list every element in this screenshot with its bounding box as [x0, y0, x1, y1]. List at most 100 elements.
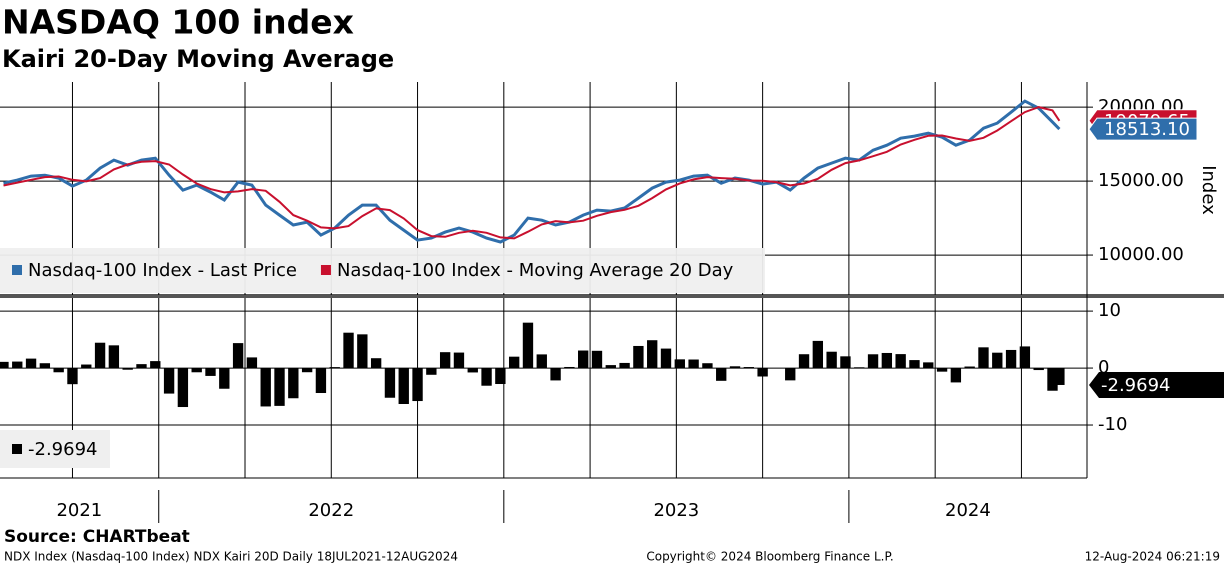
bar: [716, 368, 727, 381]
bar: [992, 352, 1003, 369]
line: [3, 99, 1061, 244]
x-tick-label: 2022: [308, 500, 354, 521]
bar: [301, 368, 313, 373]
bar: [826, 351, 837, 369]
panel: 10000.0015000.0020000.0019079.6518513.10…: [0, 82, 1198, 295]
legend-label: Nasdaq-100 Index - Moving Average 20 Day: [337, 260, 734, 281]
bar: [177, 368, 189, 408]
bar: [591, 350, 603, 369]
bar: [923, 362, 934, 369]
bar: [191, 368, 202, 373]
bar: [343, 332, 354, 369]
bar: [867, 354, 879, 369]
bar: [439, 352, 451, 369]
bar: [219, 368, 230, 389]
bar: [163, 368, 175, 394]
bar: [895, 354, 906, 369]
bar: [232, 343, 244, 369]
bar: [0, 361, 9, 369]
bar: [660, 348, 672, 369]
bar: [729, 366, 741, 369]
bar: [246, 357, 258, 369]
x-tick-label: 2021: [56, 500, 102, 521]
bar: [633, 345, 644, 369]
description: NDX Index (Nasdaq-100 Index) NDX Kairi 2…: [4, 550, 458, 564]
bar: [757, 368, 768, 377]
bar: [688, 359, 699, 369]
legend-label: Nasdaq-100 Index - Last Price: [28, 260, 297, 281]
bar: [467, 368, 478, 373]
bar: [812, 340, 824, 369]
panel: -10 0 10 -2.9694 -2.9694 2021 2022 2023 2024: [0, 298, 1224, 523]
bar: [1033, 368, 1044, 371]
bar: [564, 366, 575, 369]
bar: [702, 363, 713, 369]
y-tick-label: 15000.00: [1098, 170, 1184, 191]
bar: [357, 334, 368, 369]
bar: [1054, 368, 1065, 385]
bar: [398, 368, 409, 405]
bar: [426, 368, 437, 375]
bar: [315, 368, 327, 394]
bar: [384, 368, 396, 398]
bar: [1047, 368, 1058, 391]
last-value-label: -2.9694: [1101, 375, 1170, 396]
bar: [481, 368, 492, 386]
bar: [978, 347, 989, 369]
bar: [936, 368, 948, 372]
copyright: Copyright© 2024 Bloomberg Finance L.P.: [646, 550, 893, 564]
bar: [205, 368, 216, 376]
bar: [150, 361, 161, 369]
bar: [370, 358, 382, 369]
bar: [785, 368, 796, 381]
y-tick-label: 0: [1098, 357, 1109, 378]
bar: [522, 322, 534, 369]
bar: [508, 356, 520, 369]
bar: [909, 360, 920, 369]
bar: [94, 342, 106, 369]
legend-label: -2.9694: [28, 439, 97, 460]
bar: [674, 359, 685, 369]
bar: [647, 340, 658, 369]
bar: [495, 368, 506, 385]
y-axis-title: Index: [1198, 165, 1219, 215]
legend-swatch: [12, 444, 22, 454]
legend-swatch: [320, 265, 331, 275]
bar: [53, 368, 64, 373]
bar: [840, 356, 851, 369]
bar: [108, 345, 120, 369]
bar: [881, 352, 893, 369]
bar: [67, 368, 78, 385]
last-value-box: [1089, 371, 1224, 398]
bar: [1005, 349, 1017, 369]
line: [3, 106, 1061, 240]
bar: [12, 361, 23, 369]
bar: [136, 364, 147, 369]
timestamp: 12-Aug-2024 06:21:19: [1085, 550, 1220, 564]
y-tick-label: -10: [1098, 414, 1127, 435]
legend-swatch: [12, 265, 22, 275]
y-tick-label: 10: [1098, 300, 1121, 321]
y-tick-label: 10000.00: [1098, 244, 1184, 265]
bar: [260, 368, 271, 407]
bar: [412, 368, 423, 402]
bar: [743, 367, 754, 369]
panel-separator: [0, 294, 1224, 298]
bar: [39, 363, 51, 369]
x-tick-label: 2024: [945, 500, 991, 521]
bar: [798, 354, 810, 369]
bar: [81, 364, 92, 369]
bar: [25, 358, 37, 369]
legend-box: [0, 248, 765, 293]
last-value-box: [1088, 117, 1198, 141]
bar: [854, 367, 865, 369]
bar: [950, 368, 962, 383]
x-tick-label: 2023: [653, 500, 699, 521]
bar: [122, 368, 133, 370]
bar: [329, 367, 340, 369]
last-value-label: 18513.10: [1104, 119, 1190, 140]
bar: [1019, 346, 1031, 369]
bar: [288, 368, 299, 399]
